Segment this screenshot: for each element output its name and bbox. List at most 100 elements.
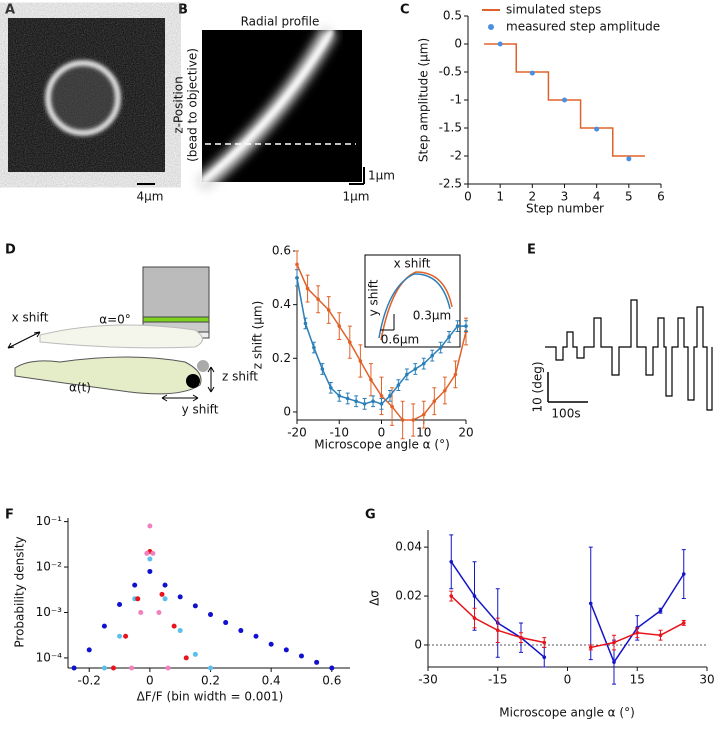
data-point — [165, 665, 171, 671]
y-axis-label: Step amplitude (µm) — [417, 38, 431, 162]
x-tick-label: 6 — [657, 190, 665, 204]
scale-label: 4µm — [137, 190, 164, 204]
data-point — [681, 572, 686, 576]
scale-label: 10 (deg) — [531, 361, 545, 412]
microscope — [142, 266, 210, 318]
data-point — [562, 97, 567, 103]
data-point — [588, 645, 593, 650]
x-tick-label: 1 — [496, 190, 504, 204]
y-tick-label: 10⁻³ — [36, 605, 63, 619]
inset-y-label: y shift — [367, 279, 381, 316]
data-point — [519, 635, 523, 640]
data-point — [177, 628, 183, 634]
y-axis-label: Δσ — [368, 590, 382, 606]
data-point — [223, 620, 229, 626]
x-tick-label: 0.6 — [322, 674, 341, 688]
data-point — [320, 367, 325, 371]
data-point — [312, 345, 316, 350]
data-point — [171, 623, 177, 629]
data-point — [542, 655, 547, 660]
data-point — [162, 596, 168, 602]
data-point — [362, 402, 367, 406]
x-tick-label: 3 — [561, 190, 569, 204]
data-point — [132, 582, 138, 588]
diagram-label: z shift — [222, 370, 258, 384]
data-point — [329, 386, 333, 390]
panel-label: C — [400, 3, 410, 18]
z-arrow — [207, 366, 215, 393]
data-point — [658, 633, 663, 637]
x-tick-label: -30 — [418, 673, 438, 687]
data-point — [150, 550, 156, 556]
y-tick-label: -1 — [450, 93, 462, 107]
x-tick-label: 0 — [464, 190, 472, 204]
filter — [142, 316, 210, 323]
y-tick-label: 0.2 — [272, 351, 291, 365]
y-tick-label: 0 — [414, 637, 422, 651]
data-point — [405, 372, 409, 377]
legend-label: measured step amplitude — [506, 20, 660, 34]
data-point — [588, 601, 593, 606]
x-tick-label: -0.2 — [78, 674, 101, 688]
data-point — [156, 609, 162, 615]
data-point — [129, 665, 135, 671]
data-point — [253, 633, 259, 639]
data-point — [472, 594, 477, 598]
data-point — [147, 568, 153, 574]
y-tick-label: 0.4 — [272, 297, 291, 311]
inset-box — [364, 254, 461, 348]
y-label: z-Position — [172, 76, 186, 133]
data-point — [594, 126, 600, 132]
x-tick-label: 2 — [529, 190, 537, 204]
data-point — [86, 647, 92, 653]
data-point — [430, 353, 435, 358]
data-point — [303, 321, 308, 326]
scale-label: 1µm — [368, 169, 395, 183]
x-axis-label: Step number — [526, 202, 604, 216]
data-point — [421, 361, 426, 366]
data-point — [110, 665, 116, 671]
diagram-label: x shift — [12, 311, 49, 325]
data-point — [635, 630, 640, 635]
panel-label: F — [5, 508, 14, 523]
series-line — [450, 595, 685, 649]
data-point — [413, 367, 418, 371]
stimulus-trace — [545, 299, 713, 411]
data-point — [612, 660, 616, 664]
scale-label: 100s — [551, 407, 580, 421]
data-point — [358, 359, 363, 363]
data-point — [371, 399, 375, 404]
data-point — [162, 582, 168, 588]
data-point — [123, 633, 129, 639]
y-tick-label: -1.5 — [439, 121, 462, 135]
data-point — [432, 399, 437, 404]
y-axis-label: z shift (µm) — [251, 301, 265, 370]
data-point — [208, 665, 214, 671]
y-tick-label: 0 — [454, 37, 462, 51]
data-point — [443, 388, 447, 393]
inset-scale-label: 0.3µm — [413, 309, 451, 323]
scale-label: 1µm — [343, 190, 370, 204]
data-point — [658, 608, 663, 613]
y-arrow — [161, 394, 199, 402]
x-tick-label: 0.2 — [201, 674, 220, 688]
data-point — [268, 641, 274, 647]
panel-label: G — [365, 508, 376, 523]
panel-label: E — [527, 243, 536, 258]
data-point — [183, 655, 189, 661]
data-point — [390, 404, 394, 409]
data-point — [314, 659, 320, 665]
data-point — [379, 394, 384, 398]
data-point — [400, 418, 405, 422]
diagram-label: y shift — [182, 403, 219, 417]
data-point — [147, 556, 153, 562]
data-point — [348, 340, 352, 345]
x-axis-label: Microscope angle α (°) — [314, 438, 450, 452]
y-label: (bead to objective) — [186, 48, 200, 162]
y-tick-label: 0.5 — [443, 9, 462, 23]
data-point — [379, 402, 384, 406]
data-point — [305, 286, 310, 291]
data-point — [177, 594, 183, 600]
inset-curve — [378, 273, 451, 339]
